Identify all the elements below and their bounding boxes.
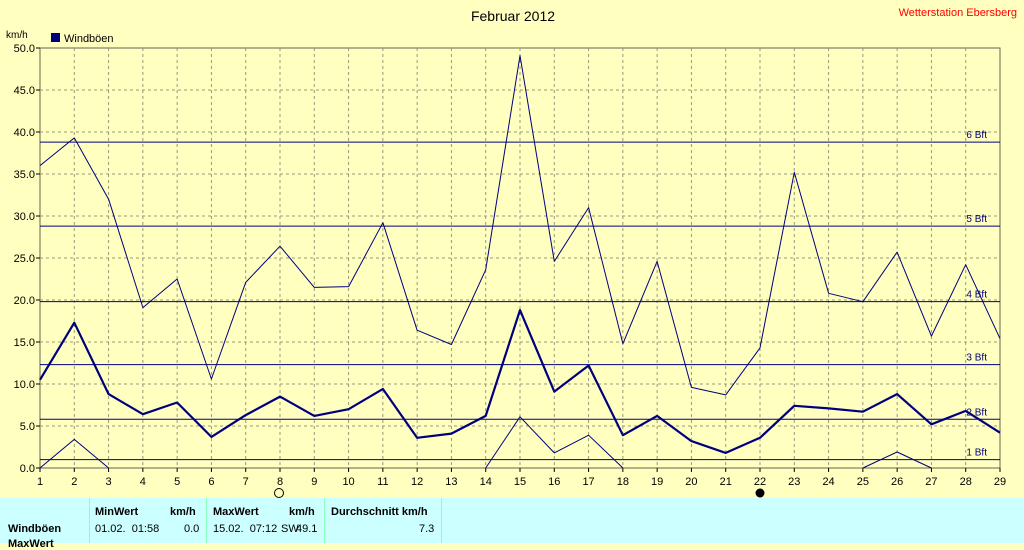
y-tick-label: 5.0 bbox=[20, 421, 35, 433]
x-tick-label: 29 bbox=[994, 476, 1006, 488]
beaufort-label: 1 Bft bbox=[966, 448, 987, 459]
x-tick-label: 21 bbox=[720, 476, 732, 488]
x-tick-label: 23 bbox=[788, 476, 800, 488]
x-tick-label: 16 bbox=[548, 476, 560, 488]
x-tick-label: 8 bbox=[277, 476, 283, 488]
grid bbox=[39, 47, 1001, 469]
y-tick-label: 35.0 bbox=[14, 169, 35, 181]
y-tick-label: 0.0 bbox=[20, 463, 35, 475]
x-tick-label: 17 bbox=[582, 476, 594, 488]
x-tick-label: 26 bbox=[891, 476, 903, 488]
min-unit: km/h bbox=[170, 506, 196, 518]
min-date: 01.02. 01:58 bbox=[95, 523, 160, 535]
x-tick-label: 9 bbox=[311, 476, 317, 488]
x-tick-label: 3 bbox=[106, 476, 112, 488]
y-tick-label: 15.0 bbox=[14, 337, 35, 349]
x-tick-label: 18 bbox=[617, 476, 629, 488]
stats-table: MinWert km/h MaxWert km/h Durchschnitt k… bbox=[0, 498, 1024, 550]
x-tick-label: 25 bbox=[857, 476, 869, 488]
x-tick-label: 4 bbox=[140, 476, 146, 488]
beaufort-lines: 1 Bft 2 Bft 3 Bft 4 Bft 5 Bft 6 Bft bbox=[40, 130, 1000, 461]
legend-swatch bbox=[51, 33, 60, 42]
x-tick-label: 24 bbox=[822, 476, 834, 488]
row-label-maxwert: MaxWert bbox=[8, 538, 54, 550]
beaufort-label: 3 Bft bbox=[966, 353, 987, 364]
series-line-min bbox=[39, 438, 109, 469]
y-tick-label: 10.0 bbox=[14, 379, 35, 391]
x-tick-label: 14 bbox=[480, 476, 492, 488]
x-tick-label: 1 bbox=[37, 476, 43, 488]
beaufort-label: 2 Bft bbox=[966, 407, 987, 418]
x-tick-label: 28 bbox=[960, 476, 972, 488]
beaufort-label: 5 Bft bbox=[966, 214, 987, 225]
min-value: 0.0 bbox=[184, 523, 200, 535]
y-tick-label: 25.0 bbox=[14, 253, 35, 265]
x-tick-label: 2 bbox=[71, 476, 77, 488]
x-tick-label: 27 bbox=[925, 476, 937, 488]
y-axis-unit: km/h bbox=[6, 30, 28, 41]
max-direction: SW bbox=[281, 523, 299, 535]
series-layer bbox=[39, 55, 1001, 469]
chart-title: Februar 2012 bbox=[471, 8, 555, 24]
min-header: MinWert bbox=[95, 506, 139, 518]
x-tick-label: 7 bbox=[243, 476, 249, 488]
beaufort-label: 6 Bft bbox=[966, 130, 987, 141]
x-tick-label: 11 bbox=[377, 476, 388, 488]
x-tick-label: 10 bbox=[342, 476, 354, 488]
legend-label: Windböen bbox=[64, 33, 114, 45]
row-label-windboeen: Windböen bbox=[8, 523, 62, 535]
max-date: 15.02. 07:12 bbox=[213, 523, 278, 535]
beaufort-label: 4 Bft bbox=[966, 290, 987, 301]
moon-open-icon bbox=[274, 488, 284, 498]
series-line-min bbox=[485, 416, 624, 469]
x-tick-label: 13 bbox=[445, 476, 457, 488]
y-tick-label: 30.0 bbox=[14, 211, 35, 223]
y-tick-label: 20.0 bbox=[14, 295, 35, 307]
series-line-min bbox=[862, 451, 932, 469]
x-tick-label: 12 bbox=[411, 476, 423, 488]
x-tick-label: 6 bbox=[208, 476, 214, 488]
x-tick-label: 19 bbox=[651, 476, 663, 488]
avg-header: Durchschnitt km/h bbox=[331, 506, 428, 518]
y-tick-label: 45.0 bbox=[14, 85, 35, 97]
x-tick-label: 15 bbox=[514, 476, 526, 488]
max-value: 49.1 bbox=[296, 523, 318, 535]
y-tick-label: 50.0 bbox=[14, 43, 35, 55]
series-line-mean bbox=[39, 309, 1001, 454]
max-unit: km/h bbox=[289, 506, 315, 518]
x-tick-label: 20 bbox=[685, 476, 697, 488]
max-header: MaxWert bbox=[213, 506, 259, 518]
x-tick-label: 22 bbox=[754, 476, 766, 488]
wind-gust-chart: Februar 2012 Wetterstation Ebersberg km/… bbox=[6, 7, 1017, 498]
moon-filled-icon bbox=[755, 488, 765, 498]
y-tick-label: 40.0 bbox=[14, 127, 35, 139]
avg-value: 7.3 bbox=[419, 523, 435, 535]
x-tick-label: 5 bbox=[174, 476, 180, 488]
series-line-max bbox=[39, 55, 1001, 396]
station-label: Wetterstation Ebersberg bbox=[899, 7, 1017, 19]
axes: 1 2 3 4 5 6 7 8 9 10 11 12 13 14 15 16 17 18 19 20 21 22 23 24 2… bbox=[14, 43, 1007, 488]
